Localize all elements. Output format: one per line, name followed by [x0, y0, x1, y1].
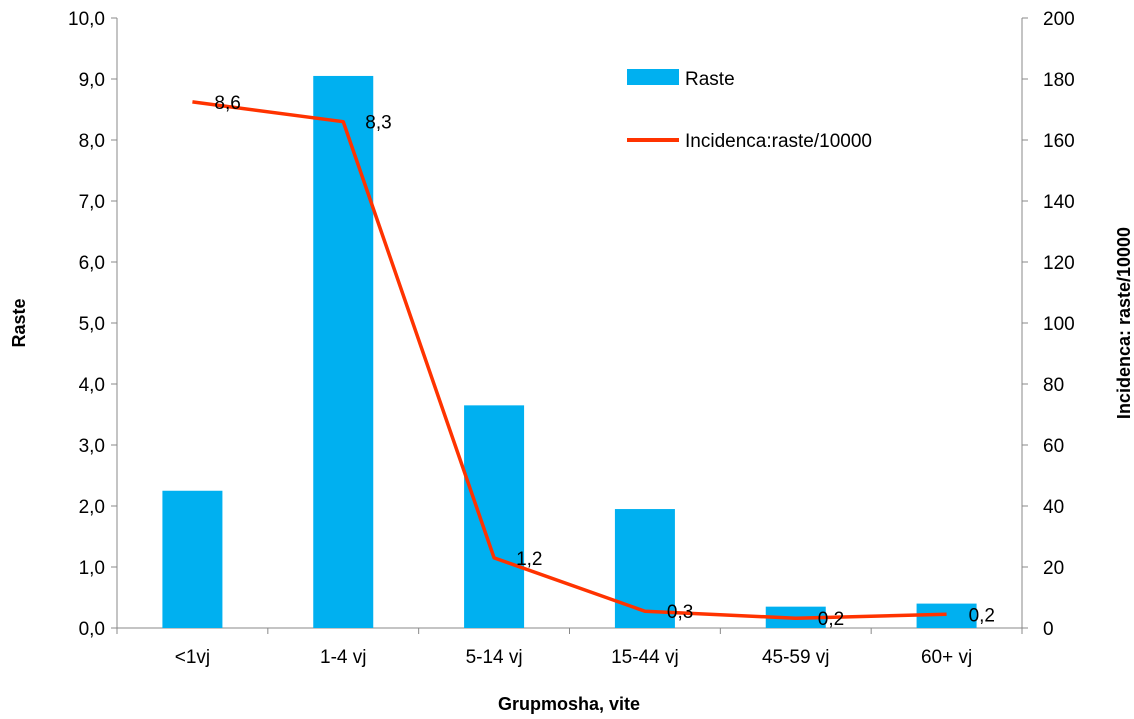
y-tick-label: 7,0 — [79, 192, 105, 213]
y-tick-label: 0,0 — [79, 619, 105, 640]
y-tick-label: 9,0 — [79, 70, 105, 91]
y-tick-label: 8,0 — [79, 131, 105, 152]
bar — [464, 405, 525, 628]
y-tick-label: 1,0 — [79, 558, 105, 579]
y-tick-label: 5,0 — [79, 314, 105, 335]
y2-tick-label: 20 — [1043, 558, 1064, 579]
data-labels: 8,6 8,3 1,2 0,3 0,2 0,2 — [214, 93, 995, 630]
bar — [313, 75, 374, 628]
y-tick-label: 10,0 — [68, 9, 105, 30]
legend-label-incidenca: Incidenca:raste/10000 — [685, 131, 872, 152]
y2-tick-label: 0 — [1043, 619, 1054, 640]
y2-tick-label: 120 — [1043, 253, 1075, 274]
line-path — [192, 100, 947, 620]
legend-swatch-raste — [627, 69, 679, 85]
bar — [614, 509, 675, 628]
data-label: 8,6 — [214, 93, 240, 114]
legend: Raste Incidenca:raste/10000 — [627, 69, 872, 152]
x-tick-label: 5-14 vj — [466, 647, 523, 668]
y2-tick-label: 160 — [1043, 131, 1075, 152]
axes — [111, 17, 1028, 634]
data-label: 0,2 — [818, 609, 844, 630]
x-axis-title: Grupmosha, vite — [498, 694, 640, 714]
line-series — [192, 100, 947, 620]
data-label: 0,3 — [667, 602, 693, 623]
data-label: 1,2 — [516, 549, 542, 570]
legend-label-raste: Raste — [685, 69, 735, 90]
x-tick-label: <1vj — [175, 647, 210, 668]
y-tick-label: 3,0 — [79, 436, 105, 457]
x-tick-label: 1-4 vj — [320, 647, 366, 668]
y2-tick-label: 40 — [1043, 497, 1064, 518]
y2-tick-label: 60 — [1043, 436, 1064, 457]
y2-tick-label: 140 — [1043, 192, 1075, 213]
data-label: 0,2 — [969, 605, 995, 626]
bar-series — [162, 75, 977, 628]
x-tick-label: 60+ vj — [921, 647, 972, 668]
x-tick-label: 45-59 vj — [762, 647, 830, 668]
y-tick-label: 6,0 — [79, 253, 105, 274]
y2-tick-label: 200 — [1043, 9, 1075, 30]
x-tick-label: 15-44 vj — [611, 647, 679, 668]
tick-labels: 0,0 1,0 2,0 3,0 4,0 5,0 6,0 7,0 8,0 9,0 10,0 0 20 40 6… — [68, 9, 1075, 668]
y-axis-title: Raste — [9, 298, 29, 347]
y-tick-label: 2,0 — [79, 497, 105, 518]
y2-tick-label: 100 — [1043, 314, 1075, 335]
y2-axis-title: Incidenca: raste/10000 — [1114, 227, 1134, 419]
bar — [162, 490, 223, 628]
y-tick-label: 4,0 — [79, 375, 105, 396]
data-label: 8,3 — [365, 113, 391, 134]
y2-tick-label: 80 — [1043, 375, 1064, 396]
y2-tick-label: 180 — [1043, 70, 1075, 91]
